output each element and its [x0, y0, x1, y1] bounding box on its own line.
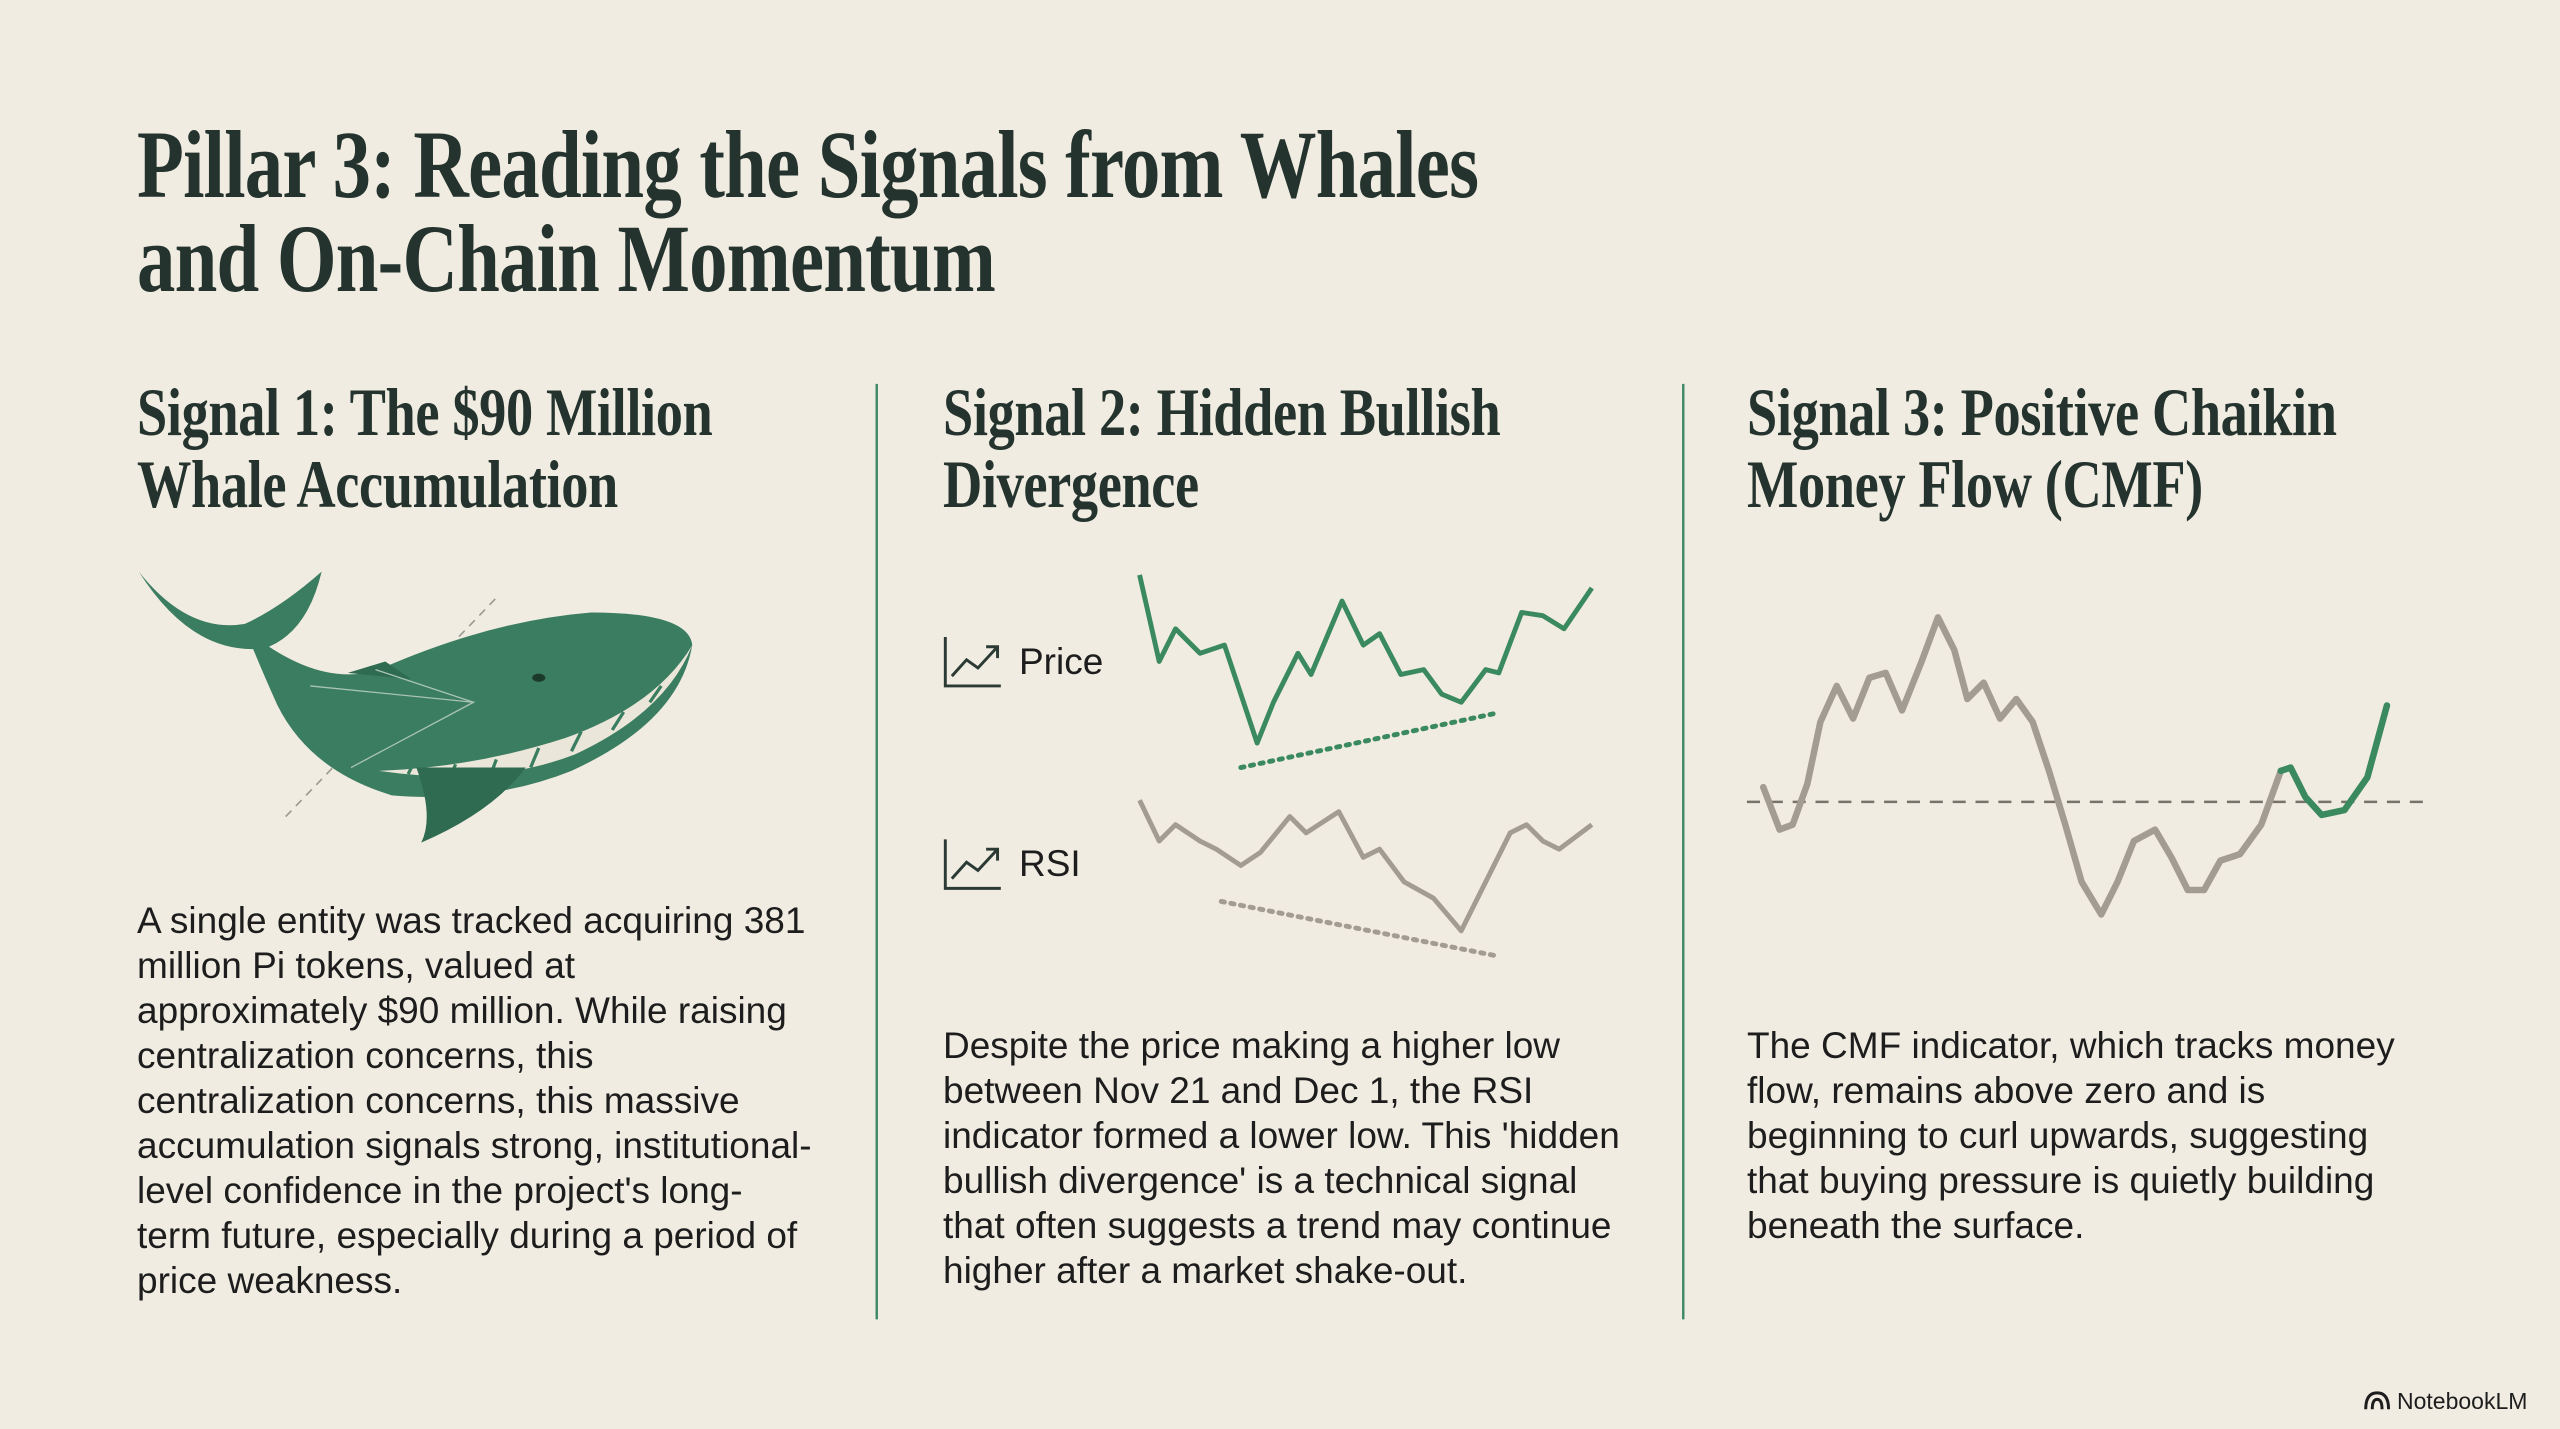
cmf-line [1760, 614, 2285, 918]
title-line: Pillar 3: Reading the Signals from Whale… [137, 111, 1479, 218]
price-label: Price [1019, 641, 1104, 682]
signal-heading: Signal 2: Hidden Bullish Divergence [943, 374, 1501, 522]
heading-line: Divergence [943, 446, 1199, 522]
title: Pillar 3: Reading the Signals from Whale… [137, 111, 1479, 312]
signal-heading: Signal 3: Positive Chaikin Money Flow (C… [1747, 376, 2337, 520]
rsi-trend [1218, 898, 1497, 958]
heading-line: Money Flow (CMF) [1747, 446, 2203, 522]
signal-body: A single entity was tracked acquiring 38… [137, 900, 812, 1301]
heading-line: Signal 1: The $90 Million [137, 374, 713, 450]
rsi-line [1137, 799, 1594, 934]
whale-illustration [138, 571, 693, 843]
brand: NotebookLM [2397, 1388, 2528, 1414]
signal-body: Despite the price making a higher low be… [943, 1025, 1620, 1291]
signal-body: The CMF indicator, which tracks money fl… [1747, 1025, 2395, 1246]
price-line [1137, 574, 1594, 746]
heading-line: Signal 2: Hidden Bullish [943, 374, 1501, 450]
chart-icon [943, 636, 1001, 890]
signal-heading: Signal 1: The $90 Million Whale Accumula… [137, 374, 713, 522]
title-line: and On-Chain Momentum [137, 205, 996, 312]
rsi-label: RSI [1019, 843, 1081, 884]
heading-line: Signal 3: Positive Chaikin [1747, 374, 2337, 450]
cmf-line-rising [2277, 702, 2391, 819]
price-trend [1238, 711, 1497, 771]
heading-line: Whale Accumulation [137, 446, 618, 522]
logo-icon [2364, 1391, 2391, 1410]
